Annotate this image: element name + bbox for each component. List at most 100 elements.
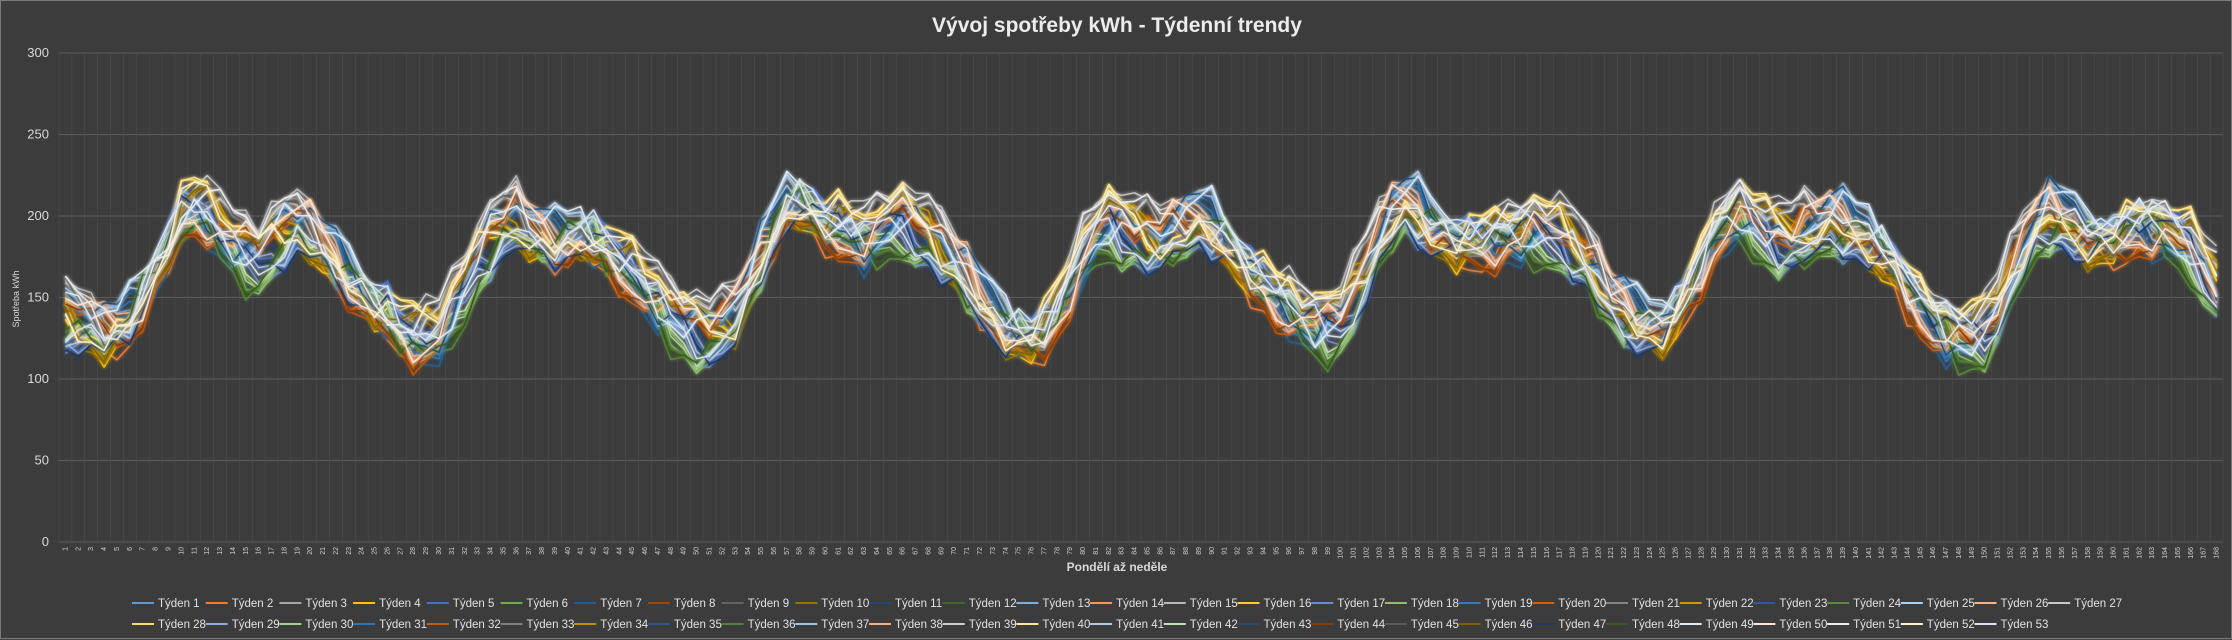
legend-label: Týden 44	[1337, 619, 1386, 631]
x-tick-label: 148	[1956, 547, 1963, 559]
x-tick-label: 8	[153, 547, 160, 551]
x-tick-label: 137	[1814, 547, 1821, 559]
legend-entry: Týden 32	[426, 619, 501, 631]
x-tick-label: 165	[2175, 547, 2182, 559]
x-tick-label: 68	[925, 547, 932, 555]
legend-label: Týden 32	[453, 619, 501, 631]
legend-label: Týden 38	[895, 619, 943, 631]
x-tick-label: 1	[62, 547, 69, 551]
x-tick-label: 83	[1119, 547, 1126, 555]
legend-label: Týden 49	[1706, 619, 1754, 631]
legend-label: Týden 35	[674, 619, 722, 631]
legend-entry: Týden 19	[1458, 598, 1533, 610]
x-tick-label: 129	[1711, 547, 1718, 559]
x-tick-label: 144	[1904, 547, 1911, 559]
x-tick-label: 109	[1454, 547, 1461, 559]
legend: Týden 1 Týden 2 Týden 3 Týden 4 Týden 5 Týden…	[132, 598, 2122, 631]
legend-entry: Týden 6	[500, 598, 569, 610]
x-tick-label: 98	[1312, 547, 1319, 555]
x-tick-label: 9	[165, 547, 172, 551]
x-tick-label: 69	[938, 547, 945, 555]
x-tick-label: 58	[797, 547, 804, 555]
legend-entry: Týden 12	[942, 598, 1017, 610]
legend-label: Týden 26	[2001, 598, 2049, 610]
x-tick-label: 113	[1505, 547, 1512, 558]
x-tick-label: 71	[964, 547, 971, 555]
x-tick-label: 119	[1582, 547, 1589, 558]
x-tick-label: 21	[320, 547, 327, 555]
x-tick-label: 168	[2214, 547, 2221, 559]
x-tick-label: 135	[1788, 547, 1795, 559]
series-line-52	[64, 181, 2218, 352]
x-tick-label: 51	[706, 547, 713, 555]
x-tick-label: 106	[1415, 547, 1422, 559]
x-tick-label: 62	[848, 547, 855, 555]
legend-entry: Týden 22	[1679, 598, 1754, 610]
legend-label: Týden 17	[1337, 598, 1385, 610]
x-tick-label: 97	[1299, 547, 1306, 555]
legend-label: Týden 33	[527, 619, 575, 631]
series-line-32	[65, 197, 2218, 376]
x-tick-label: 87	[1170, 547, 1177, 555]
x-tick-label: 24	[359, 547, 366, 555]
legend-entry: Týden 35	[647, 619, 722, 631]
x-tick-label: 55	[758, 547, 765, 555]
x-tick-label: 52	[719, 547, 726, 555]
legend-entry: Týden 52	[1900, 619, 1975, 631]
y-tick-label: 200	[27, 208, 49, 223]
x-tick-label: 76	[1029, 547, 1036, 555]
legend-entry: Týden 2	[205, 598, 274, 610]
legend-label: Týden 9	[748, 598, 790, 610]
x-tick-label: 43	[603, 547, 610, 555]
x-tick-label: 93	[1247, 547, 1254, 555]
x-tick-label: 150	[1982, 547, 1989, 559]
legend-entry: Týden 47	[1532, 619, 1606, 631]
legend-entry: Týden 34	[574, 619, 649, 631]
y-tick-label: 0	[42, 534, 49, 549]
x-tick-label: 92	[1235, 547, 1242, 555]
legend-label: Týden 6	[527, 598, 569, 610]
x-tick-label: 118	[1570, 547, 1577, 558]
x-tick-label: 121	[1608, 547, 1615, 559]
legend-label: Týden 25	[1927, 598, 1975, 610]
legend-entry: Týden 18	[1384, 598, 1459, 610]
legend-label: Týden 31	[379, 619, 427, 631]
legend-label: Týden 2	[232, 598, 274, 610]
legend-label: Týden 4	[379, 598, 421, 610]
x-tick-label: 12	[204, 547, 211, 555]
legend-entry: Týden 45	[1384, 619, 1459, 631]
x-tick-label: 25	[372, 547, 379, 555]
x-tick-label: 19	[294, 547, 301, 555]
series-line-36	[64, 183, 2218, 369]
x-tick-label: 86	[1157, 547, 1164, 555]
x-tick-label: 117	[1557, 547, 1564, 558]
legend-label: Týden 43	[1264, 619, 1312, 631]
x-tick-label: 123	[1634, 547, 1641, 559]
x-tick-label: 110	[1466, 547, 1473, 558]
legend-entry: Týden 3	[279, 598, 347, 610]
x-tick-label: 154	[2033, 547, 2040, 559]
x-tick-label: 67	[913, 547, 920, 555]
legend-label: Týden 15	[1190, 598, 1238, 610]
legend-entry: Týden 31	[353, 619, 427, 631]
x-tick-label: 130	[1724, 547, 1731, 559]
x-tick-label: 10	[178, 547, 185, 555]
y-tick-label: 50	[35, 453, 49, 468]
legend-entry: Týden 39	[942, 619, 1017, 631]
x-tick-label: 50	[694, 547, 701, 555]
x-tick-label: 18	[281, 547, 288, 555]
x-tick-label: 88	[1183, 547, 1190, 555]
x-tick-label: 153	[2020, 547, 2027, 559]
x-tick-label: 114	[1518, 547, 1525, 558]
chart-title: Vývoj spotřeby kWh - Týdenní trendy	[932, 14, 1302, 37]
x-tick-label: 99	[1325, 547, 1332, 555]
legend-label: Týden 51	[1853, 619, 1901, 631]
legend-label: Týden 36	[748, 619, 796, 631]
x-tick-label: 44	[616, 547, 623, 555]
legend-entry: Týden 49	[1679, 619, 1754, 631]
legend-label: Týden 39	[969, 619, 1017, 631]
x-tick-label: 4	[101, 547, 108, 551]
x-tick-label: 143	[1892, 547, 1899, 559]
x-tick-label: 91	[1222, 547, 1229, 555]
